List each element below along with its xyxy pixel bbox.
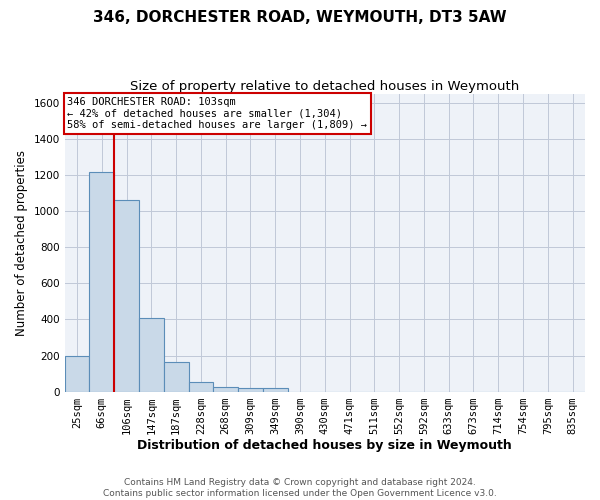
Text: 346 DORCHESTER ROAD: 103sqm
← 42% of detached houses are smaller (1,304)
58% of : 346 DORCHESTER ROAD: 103sqm ← 42% of det… — [67, 97, 367, 130]
Bar — [139, 318, 164, 392]
Text: 346, DORCHESTER ROAD, WEYMOUTH, DT3 5AW: 346, DORCHESTER ROAD, WEYMOUTH, DT3 5AW — [93, 10, 507, 25]
Bar — [214, 387, 238, 392]
Bar — [263, 388, 287, 392]
Bar — [114, 200, 139, 392]
Bar — [238, 388, 263, 392]
Text: Contains HM Land Registry data © Crown copyright and database right 2024.
Contai: Contains HM Land Registry data © Crown c… — [103, 478, 497, 498]
X-axis label: Distribution of detached houses by size in Weymouth: Distribution of detached houses by size … — [137, 440, 512, 452]
Title: Size of property relative to detached houses in Weymouth: Size of property relative to detached ho… — [130, 80, 520, 93]
Bar — [164, 362, 188, 392]
Bar — [188, 382, 214, 392]
Bar — [89, 172, 114, 392]
Bar — [65, 356, 89, 392]
Y-axis label: Number of detached properties: Number of detached properties — [15, 150, 28, 336]
